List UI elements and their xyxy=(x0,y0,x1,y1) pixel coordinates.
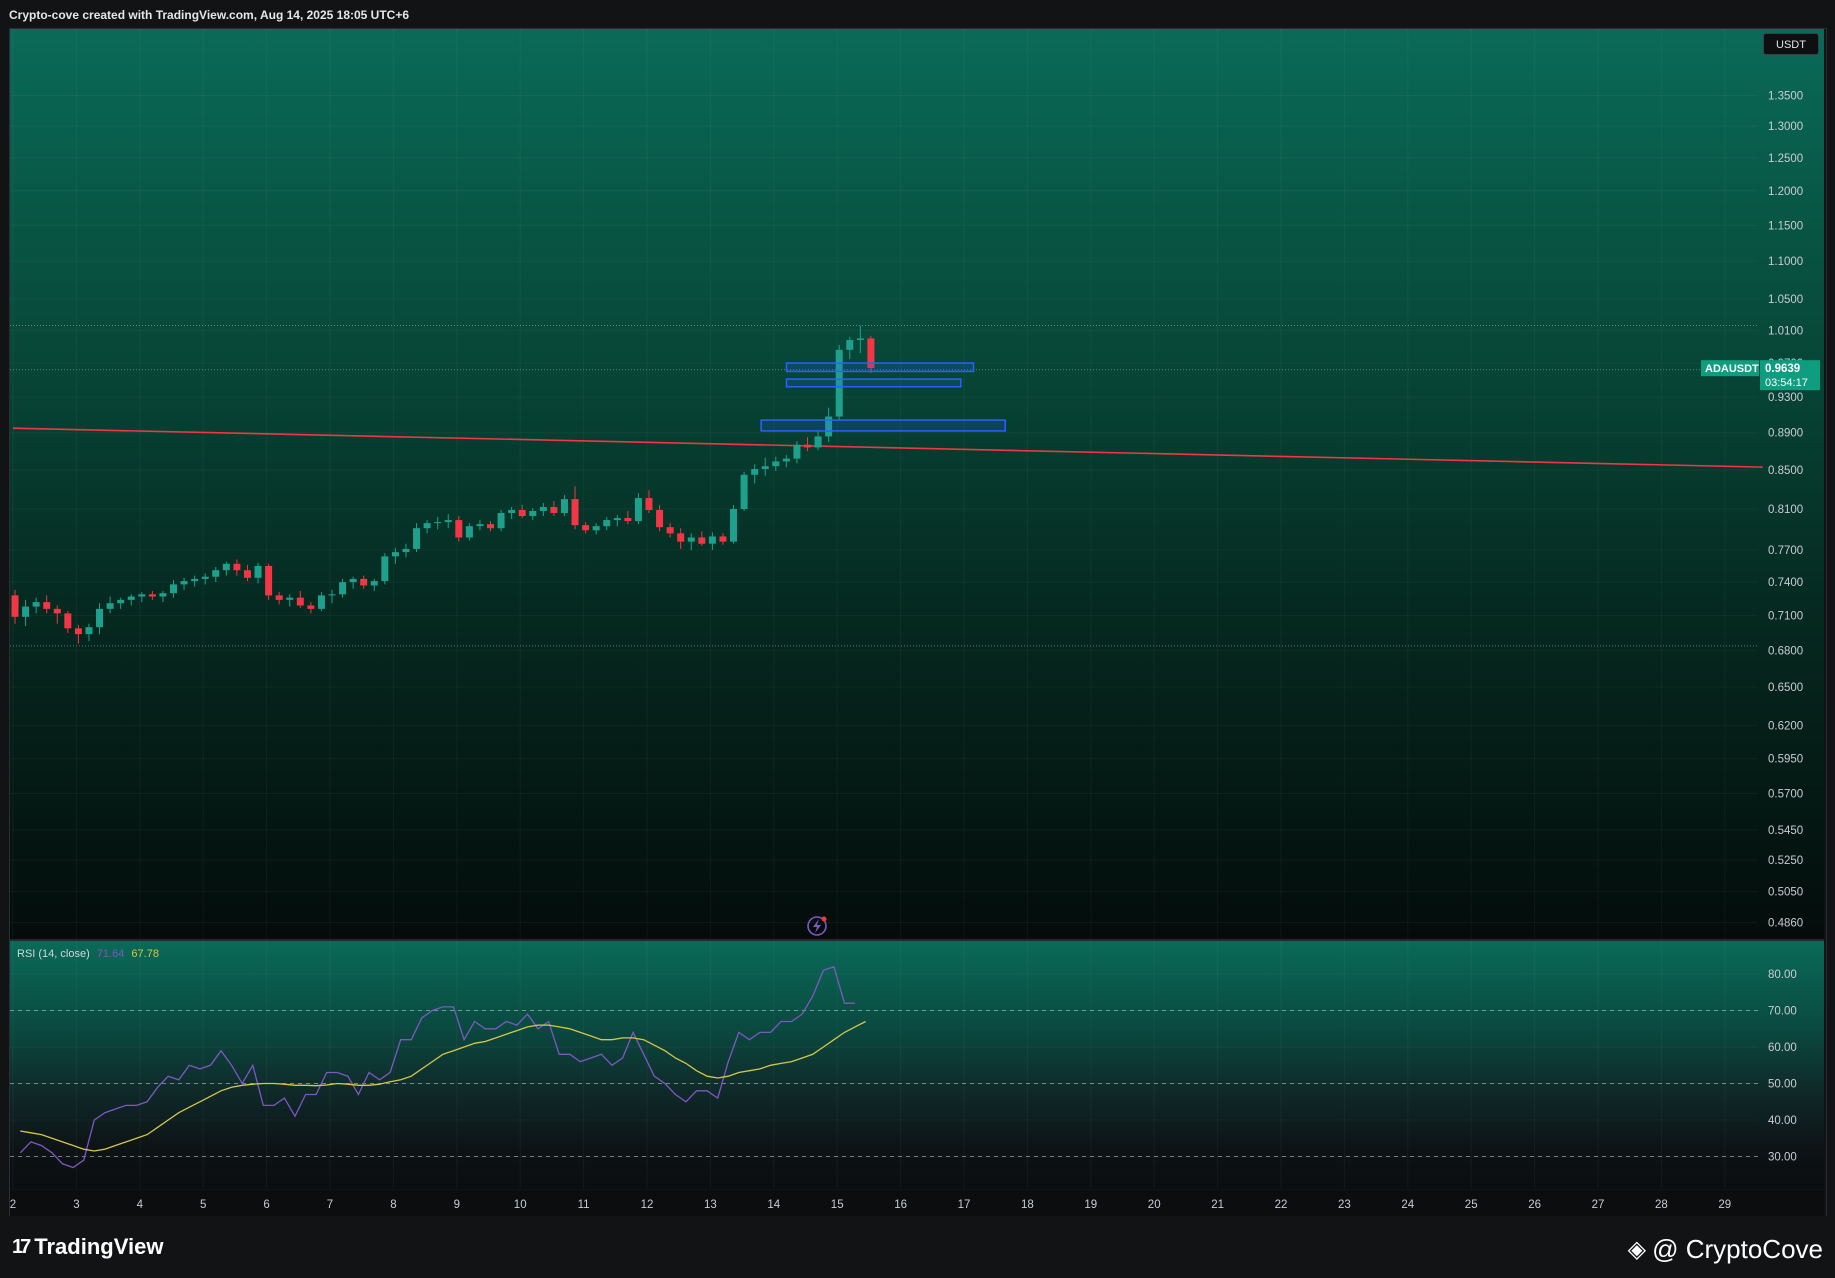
footer xyxy=(0,1216,1835,1278)
rsi-legend[interactable]: RSI (14, close) 71.64 67.78 xyxy=(17,948,159,960)
binance-diamond-icon: ◈ xyxy=(1627,1236,1647,1263)
attribution-text: Crypto-cove created with TradingView.com… xyxy=(9,8,410,22)
brand-watermark: ◈ @ CryptoCove xyxy=(1628,1234,1823,1265)
rsi-legend-value: 71.64 xyxy=(96,948,125,960)
currency-badge[interactable]: USDT xyxy=(1763,33,1819,55)
rsi-legend-label: RSI (14, close) xyxy=(17,948,90,960)
brand-text: @ CryptoCove xyxy=(1652,1234,1823,1264)
price-pane[interactable] xyxy=(10,29,1824,940)
tradingview-logo-text: TradingView xyxy=(34,1234,164,1259)
rsi-legend-ma-value: 67.78 xyxy=(131,948,159,960)
tradingview-logo[interactable]: 17 TradingView xyxy=(12,1232,163,1262)
tradingview-icon: 17 xyxy=(12,1235,31,1258)
top-bar: Crypto-cove created with TradingView.com… xyxy=(0,0,1835,28)
time-axis[interactable] xyxy=(10,1190,1824,1216)
rsi-pane[interactable] xyxy=(10,941,1824,1189)
pane-separator[interactable] xyxy=(10,939,1824,941)
